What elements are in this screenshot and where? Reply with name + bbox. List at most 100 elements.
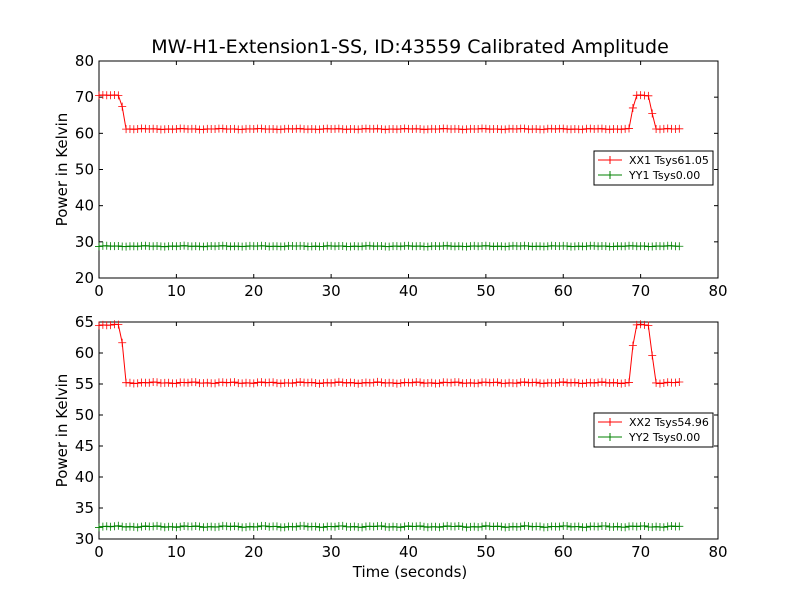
data-point-marker [180, 241, 189, 250]
data-point-marker [164, 378, 173, 387]
x-tick-label: 40 [399, 282, 418, 300]
y-tick-label: 30 [75, 233, 94, 251]
data-point-marker [319, 523, 328, 532]
data-point-marker [454, 124, 463, 133]
data-point-marker [613, 522, 622, 531]
x-tick-label: 60 [554, 543, 573, 561]
data-point-marker [122, 242, 131, 251]
data-point-marker [377, 378, 386, 387]
x-tick-label: 50 [476, 282, 495, 300]
data-point-marker [539, 379, 548, 388]
x-axis-title: Time (seconds) [352, 563, 468, 581]
data-point-marker [555, 378, 564, 387]
data-point-marker [516, 522, 525, 531]
data-point-marker [114, 241, 123, 250]
data-point-marker [168, 522, 177, 531]
data-point-marker [501, 379, 510, 388]
data-point-marker [416, 242, 425, 251]
data-point-marker [659, 379, 668, 388]
data-point-marker [114, 91, 123, 100]
data-point-marker [226, 522, 235, 531]
legend-swatch-marker [606, 418, 614, 426]
data-point-marker [153, 124, 162, 133]
data-point-marker [358, 379, 367, 388]
data-point-marker [153, 521, 162, 530]
data-point-marker [330, 522, 339, 531]
data-point-marker [137, 522, 146, 531]
data-point-marker [129, 522, 138, 531]
data-point-marker [149, 522, 158, 531]
data-point-marker [338, 378, 347, 387]
data-point-marker [489, 522, 498, 531]
data-point-marker [512, 379, 521, 388]
data-point-marker [211, 379, 220, 388]
data-point-marker [648, 242, 657, 251]
data-point-marker [272, 522, 281, 531]
data-point-marker [377, 521, 386, 530]
data-point-marker [570, 378, 579, 387]
legend-label: YY2 Tsys0.00 [628, 431, 700, 444]
y-tick-label: 80 [75, 52, 94, 70]
data-point-marker [203, 378, 212, 387]
data-point-marker [172, 523, 181, 532]
data-point-marker [481, 378, 490, 387]
data-point-marker [648, 109, 657, 118]
data-point-marker [280, 242, 289, 251]
data-point-marker [257, 378, 266, 387]
data-point-marker [261, 242, 270, 251]
data-point-marker [300, 242, 309, 251]
data-point-marker [582, 523, 591, 532]
data-point-marker [334, 124, 343, 133]
data-point-marker [288, 379, 297, 388]
data-point-marker [648, 523, 657, 532]
data-point-marker [462, 242, 471, 251]
data-point-marker [404, 522, 413, 531]
data-point-marker [369, 378, 378, 387]
data-point-marker [594, 522, 603, 531]
data-point-marker [300, 521, 309, 530]
x-tick-label: 50 [476, 543, 495, 561]
y-tick-label: 40 [75, 468, 94, 486]
data-point-marker [118, 338, 127, 347]
y-tick-label: 50 [75, 161, 94, 179]
data-point-marker [218, 124, 227, 133]
data-point-marker [470, 522, 479, 531]
data-point-marker [563, 522, 572, 531]
data-point-marker [183, 378, 192, 387]
data-point-marker [172, 125, 181, 134]
data-point-marker [423, 242, 432, 251]
data-point-marker [454, 378, 463, 387]
data-point-marker [385, 523, 394, 532]
data-point-marker [350, 522, 359, 531]
data-point-marker [191, 124, 200, 133]
data-point-marker [648, 351, 657, 360]
data-point-marker [118, 102, 127, 111]
data-point-marker [404, 241, 413, 250]
data-point-marker [474, 379, 483, 388]
data-point-marker [628, 522, 637, 531]
data-point-marker [211, 125, 220, 134]
data-point-marker [485, 378, 494, 387]
data-point-marker [481, 124, 490, 133]
y-axis-title: Power in Kelvin [53, 374, 71, 488]
series-yy2 [95, 521, 684, 532]
data-point-marker [257, 124, 266, 133]
legend-swatch-marker [606, 433, 614, 441]
data-point-marker [172, 379, 181, 388]
data-point-marker [644, 91, 653, 100]
y-tick-label: 60 [75, 344, 94, 362]
y-tick-label: 35 [75, 499, 94, 517]
data-point-marker [389, 378, 398, 387]
y-tick-label: 50 [75, 406, 94, 424]
data-point-marker [350, 378, 359, 387]
top-subplot: 0 10 20 30 40 50 60 70 80 20 30 40 50 60 70 80 Power in … [53, 52, 728, 300]
x-tick-label: 80 [708, 282, 727, 300]
x-tick-label: 10 [167, 543, 186, 561]
data-point-marker [416, 378, 425, 387]
data-point-marker [431, 522, 440, 531]
data-point-marker [582, 242, 591, 251]
data-point-marker [249, 125, 258, 134]
data-point-marker [524, 522, 533, 531]
data-point-marker [435, 523, 444, 532]
data-point-marker [195, 522, 204, 531]
